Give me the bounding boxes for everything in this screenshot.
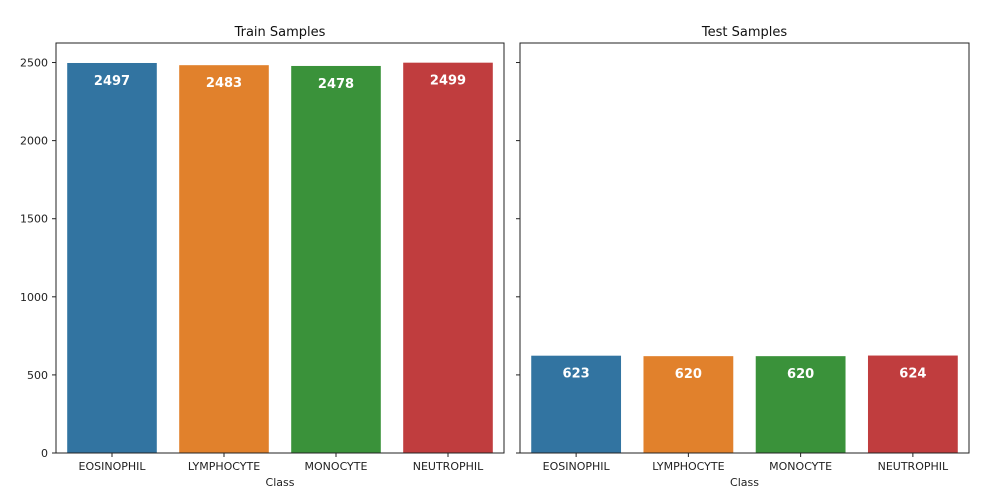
bar-eosinophil xyxy=(531,355,622,453)
bar-value-label: 620 xyxy=(787,367,814,382)
chart-panel-test: 623 620 620 624 EOSINOPHIL LYMPHOCYTE MONOCYTE… xyxy=(516,25,970,489)
axes-frame xyxy=(55,42,505,454)
axes-frame xyxy=(519,42,970,454)
bar-neutrophil xyxy=(403,62,493,454)
bar-value-label: 2483 xyxy=(206,76,242,91)
bar-monocyte xyxy=(291,65,381,454)
y-tick-label: 1500 xyxy=(20,213,48,226)
y-tick-label: 0 xyxy=(41,447,48,460)
bar-value-label: 624 xyxy=(899,367,926,382)
y-tick-label: 2500 xyxy=(20,57,48,70)
bar-value-label: 623 xyxy=(563,367,590,382)
y-tick-label: 2000 xyxy=(20,135,48,148)
y-tick-label: 500 xyxy=(27,369,48,382)
bar-eosinophil xyxy=(67,62,157,454)
x-tick-label: LYMPHOCYTE xyxy=(188,460,260,473)
x-tick-label: MONOCYTE xyxy=(305,460,368,473)
bar-monocyte xyxy=(755,356,846,453)
bar-value-label: 2497 xyxy=(94,74,130,89)
chart-panel-train: 2497 2483 2478 2499 0 500 1000 1500 2000 2500 EOSI… xyxy=(20,25,505,489)
x-tick-label: EOSINOPHIL xyxy=(79,460,147,473)
x-tick-label: LYMPHOCYTE xyxy=(652,460,724,473)
bar-value-label: 2478 xyxy=(318,77,354,92)
x-axis-label: Class xyxy=(730,476,759,489)
chart-title: Test Samples xyxy=(701,25,787,40)
chart-title: Train Samples xyxy=(234,25,326,40)
bar-lymphocyte xyxy=(643,356,734,453)
bar-value-label: 620 xyxy=(675,367,702,382)
bar-neutrophil xyxy=(867,355,958,453)
x-tick-label: MONOCYTE xyxy=(769,460,832,473)
x-tick-label: NEUTROPHIL xyxy=(878,460,949,473)
x-tick-label: EOSINOPHIL xyxy=(543,460,611,473)
y-tick-label: 1000 xyxy=(20,291,48,304)
x-tick-label: NEUTROPHIL xyxy=(413,460,484,473)
bar-lymphocyte xyxy=(179,65,269,454)
x-axis-label: Class xyxy=(266,476,295,489)
bar-value-label: 2499 xyxy=(430,74,466,89)
